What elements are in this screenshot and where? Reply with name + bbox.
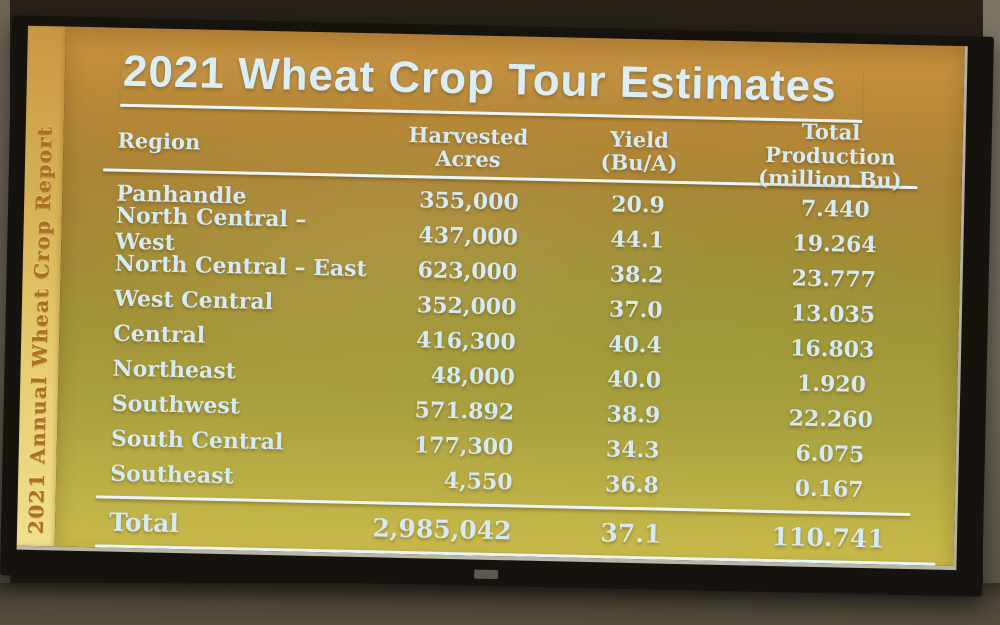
screen: 2021 Annual Wheat Crop Report 2021 Wheat… [16, 25, 968, 580]
acres-cell: 352,000 [416, 292, 517, 321]
yield-cell: 38.2 [609, 261, 664, 289]
column-header-label: Yield [609, 126, 670, 153]
yield-cell: 37.0 [608, 296, 663, 324]
yield-cell: 40.0 [607, 366, 662, 394]
region-cell: North Central – East [114, 250, 368, 283]
yield-cell: 44.1 [610, 226, 665, 254]
column-header-total-production: Total Production (million Bu) [714, 118, 919, 193]
crop-estimates-table: Region Harvested Acres Yield (Bu/A) Tota… [94, 113, 936, 567]
acres-cell: 355,000 [418, 187, 520, 216]
total-acres-cell: 2,985,042 [372, 513, 512, 546]
sidebar-vertical-label: 2021 Annual Wheat Crop Report [23, 124, 57, 535]
region-cell: West Central [113, 285, 274, 316]
acres-cell: 571.892 [414, 397, 515, 426]
column-header-sublabel: (million Bu) [757, 164, 903, 193]
tv-screen: 2021 Annual Wheat Crop Report 2021 Wheat… [0, 15, 994, 597]
production-cell: 23.777 [791, 265, 877, 294]
total-label-cell: Total [108, 507, 180, 538]
production-cell: 6.075 [795, 440, 865, 468]
acres-cell: 177,300 [413, 432, 514, 461]
region-cell: Northeast [112, 355, 237, 385]
column-header-yield: Yield (Bu/A) [563, 126, 715, 176]
production-cell: 13.035 [790, 300, 876, 329]
slide-title: 2021 Wheat Crop Tour Estimates [120, 47, 864, 124]
production-cell: 19.264 [792, 230, 877, 259]
column-header-harvested-acres: Harvested Acres [372, 122, 564, 173]
yield-cell: 40.4 [607, 331, 663, 359]
presentation-slide: 2021 Annual Wheat Crop Report 2021 Wheat… [16, 25, 968, 571]
yield-cell: 38.9 [606, 401, 661, 429]
yield-cell: 36.8 [604, 471, 660, 499]
tv-brand-logo [474, 569, 499, 580]
column-header-label: Total Production [764, 118, 897, 170]
region-cell: Southeast [109, 460, 235, 490]
acres-cell: 437,000 [418, 222, 519, 251]
acres-cell: 416,300 [415, 327, 516, 356]
acres-cell: 4,550 [443, 467, 513, 496]
production-cell: 7.440 [800, 195, 871, 223]
column-header-sublabel: (Bu/A) [600, 149, 678, 177]
yield-cell: 20.9 [610, 191, 666, 219]
region-cell: South Central [110, 425, 284, 456]
column-header-label: Harvested Acres [408, 121, 529, 173]
column-header-label: Region [117, 127, 201, 155]
region-cell: Central [113, 320, 206, 349]
acres-cell: 623,000 [417, 257, 518, 286]
production-cell: 0.167 [794, 475, 864, 503]
slide-main-area: 2021 Wheat Crop Tour Estimates Region Ha… [54, 26, 965, 567]
region-cell: Southwest [111, 390, 241, 420]
acres-cell: 48,000 [430, 362, 516, 391]
total-production-cell: 110.741 [771, 521, 885, 554]
total-yield-cell: 37.1 [600, 518, 662, 549]
production-cell: 22.260 [788, 405, 874, 434]
yield-cell: 34.3 [605, 436, 660, 464]
production-cell: 1.920 [796, 370, 867, 398]
column-header-region: Region [103, 127, 372, 157]
production-cell: 16.803 [789, 335, 875, 364]
